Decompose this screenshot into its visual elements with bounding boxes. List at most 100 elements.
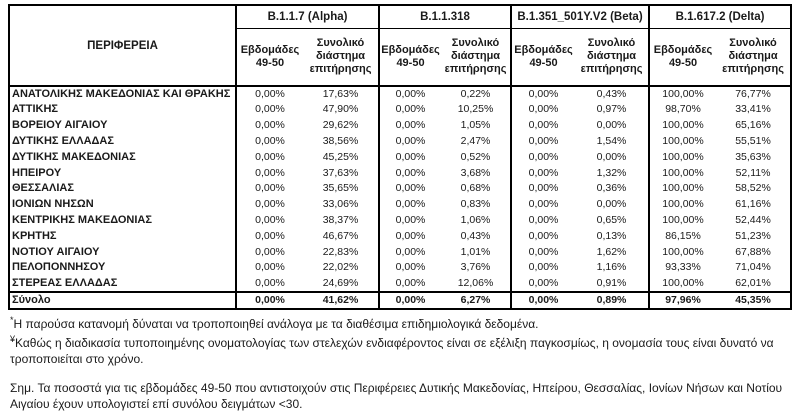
weeks-value-cell: 0,00%: [235, 102, 303, 118]
total-period-value-cell: 0,65%: [596, 213, 627, 226]
total-row: Σύνολο 0,00% 41,62% 0,00% 6,27% 0,00% 0,89% 97,…: [9, 291, 792, 309]
weeks-value-cell: 86,15%: [648, 228, 717, 245]
weeks-value-cell: 100,00%: [648, 117, 717, 134]
total-period-value-cell: 52,11%: [735, 166, 771, 179]
footnote-marker-yen: ¥: [10, 334, 16, 345]
table-body: ΑΝΑΤΟΛΙΚΗΣ ΜΑΚΕΔΟΝΙΑΣ ΚΑΙ ΘΡΑΚΗΣ 0,00% 17,…: [9, 86, 792, 309]
region-name: ΝΟΤΙΟΥ ΑΙΓΑΙΟΥ: [9, 244, 237, 260]
region-row: ΝΟΤΙΟΥ ΑΙΓΑΙΟΥ 0,00% 22,83% 0,00% 1,01% 0,00%…: [9, 244, 791, 260]
total-period-value-cell: 67,88%: [735, 245, 771, 258]
weeks-value-cell: 100,00%: [648, 196, 717, 213]
region-name: ΑΤΤΙΚΗΣ: [9, 102, 237, 118]
sample-size-note: Σημ. Τα ποσοστά για τις εβδομάδες 49-50 …: [10, 381, 783, 411]
weeks-value-cell: 0,00%: [235, 291, 303, 309]
weeks-value-cell: 0,00%: [378, 259, 442, 276]
region-name: ΘΕΣΣΑΛΙΑΣ: [9, 180, 237, 197]
region-row: ΠΕΛΟΠΟΝΝΗΣΟΥ 0,00% 22,02% 0,00% 3,76% 0,00% 1,…: [9, 259, 791, 276]
total-surveillance-period-header: Συνολικό διάστημα επιτήρησης: [441, 28, 512, 87]
weeks-value-cell: 0,00%: [510, 259, 576, 276]
total-period-value-cell: 3,76%: [460, 261, 491, 274]
weeks-value-cell: 0,00%: [510, 165, 576, 181]
subheader-row: Εβδομάδες 49-50 Συνολικό διάστημα επιτήρη…: [9, 28, 792, 87]
footnote-marker-asterisk: *: [10, 314, 14, 325]
region-name: ΗΠΕΙΡΟΥ: [9, 165, 237, 181]
total-period-value-cell: 6,27%: [460, 293, 491, 306]
total-period-value-cell: 76,77%: [735, 88, 771, 100]
total-period-value-cell: 46,67%: [322, 229, 359, 242]
region-row: ΙΟΝΙΩΝ ΝΗΣΩΝ 0,00% 33,06% 0,00% 0,83% 0,00% 0,…: [9, 196, 791, 213]
weeks-value-cell: 0,00%: [510, 180, 576, 197]
footnotes: *Η παρούσα κατανομή δύναται να τροποποιη…: [8, 310, 790, 412]
total-period-value-cell: 0,13%: [596, 229, 627, 242]
total-period-value-cell: 61,16%: [735, 198, 771, 211]
weeks-49-50-header: Εβδομάδες 49-50: [378, 28, 442, 87]
region-name: ΔΥΤΙΚΗΣ ΕΛΛΑΔΑΣ: [9, 133, 237, 150]
weeks-value-cell: 0,00%: [235, 228, 303, 245]
total-period-value-cell: 1,32%: [596, 166, 627, 179]
weeks-value-cell: 100,00%: [648, 244, 717, 260]
region-name: ΑΝΑΤΟΛΙΚΗΣ ΜΑΚΕΔΟΝΙΑΣ ΚΑΙ ΘΡΑΚΗΣ: [9, 86, 237, 102]
total-period-value-cell: 0,00%: [596, 150, 627, 163]
weeks-value-cell: 0,00%: [378, 165, 442, 181]
weeks-49-50-header: Εβδομάδες 49-50: [648, 28, 717, 87]
total-period-value-cell: 0,91%: [596, 276, 627, 289]
total-period-value-cell: 1,16%: [596, 261, 627, 274]
weeks-value-cell: 0,00%: [235, 133, 303, 150]
weeks-value-cell: 0,00%: [510, 196, 576, 213]
total-period-value-cell: 37,63%: [322, 166, 359, 179]
variant-distribution-table: ΠΕΡΙΦΕΡΕΙΑ B.1.1.7 (Alpha) B.1.1.318 B.1…: [8, 4, 793, 310]
region-row: ΚΡΗΤΗΣ 0,00% 46,67% 0,00% 0,43% 0,00% 0,13% 86,…: [9, 228, 791, 245]
weeks-value-cell: 0,00%: [510, 102, 576, 118]
weeks-value-cell: 100,00%: [648, 133, 717, 150]
total-period-value-cell: 0,36%: [596, 182, 627, 195]
weeks-value-cell: 0,00%: [510, 133, 576, 150]
region-row: ΑΝΑΤΟΛΙΚΗΣ ΜΑΚΕΔΟΝΙΑΣ ΚΑΙ ΘΡΑΚΗΣ 0,00% 17,…: [9, 86, 791, 102]
region-name: ΚΕΝΤΡΙΚΗΣ ΜΑΚΕΔΟΝΙΑΣ: [9, 212, 237, 229]
region-name: ΙΟΝΙΩΝ ΝΗΣΩΝ: [9, 196, 237, 213]
weeks-value-cell: 98,70%: [648, 102, 717, 118]
total-period-value-cell: 29,62%: [322, 119, 359, 132]
variant-header-row: ΠΕΡΙΦΕΡΕΙΑ B.1.1.7 (Alpha) B.1.1.318 B.1…: [9, 5, 792, 87]
total-period-value-cell: 38,56%: [322, 134, 359, 147]
weeks-value-cell: 0,00%: [235, 259, 303, 276]
total-period-value-cell: 33,06%: [322, 198, 359, 211]
total-period-value-cell: 0,52%: [460, 150, 491, 163]
weeks-value-cell: 0,00%: [378, 244, 442, 260]
total-period-value-cell: 3,68%: [460, 166, 491, 179]
total-period-value-cell: 22,02%: [322, 261, 359, 274]
weeks-value-cell: 0,00%: [378, 102, 442, 118]
variant-header-beta: B.1.351_501Y.V2 (Beta): [510, 5, 650, 29]
weeks-value-cell: 0,00%: [510, 149, 576, 166]
total-period-value-cell: 10,25%: [457, 103, 494, 116]
total-period-value-cell: 0,43%: [460, 229, 491, 242]
weeks-value-cell: 0,00%: [235, 244, 303, 260]
footnote-nomenclature: ¥Καθώς η διαδικασία τυποποιημένης ονοματ…: [10, 332, 788, 367]
weeks-value-cell: 0,00%: [378, 86, 442, 102]
weeks-value-cell: 0,00%: [378, 228, 442, 245]
total-period-value-cell: 52,44%: [735, 213, 771, 226]
weeks-value-cell: 0,00%: [378, 180, 442, 197]
weeks-value-cell: 97,96%: [648, 291, 717, 309]
total-period-value-cell: 38,37%: [322, 213, 359, 226]
total-period-value-cell: 65,16%: [735, 119, 771, 132]
region-row: ΔΥΤΙΚΗΣ ΜΑΚΕΔΟΝΙΑΣ 0,00% 45,25% 0,00% 0,52% 0…: [9, 149, 791, 166]
total-period-value-cell: 0,00%: [596, 119, 627, 132]
weeks-49-50-header: Εβδομάδες 49-50: [510, 28, 576, 87]
total-period-value-cell: 1,05%: [460, 119, 491, 132]
total-period-value-cell: 71,04%: [735, 261, 771, 274]
footnote-text: Καθώς η διαδικασία τυποποιημένης ονοματο…: [10, 336, 774, 366]
weeks-value-cell: 100,00%: [648, 86, 717, 102]
weeks-value-cell: 0,00%: [378, 291, 442, 309]
weeks-value-cell: 0,00%: [378, 149, 442, 166]
total-period-value-cell: 55,51%: [735, 134, 771, 147]
table-header: ΠΕΡΙΦΕΡΕΙΑ B.1.1.7 (Alpha) B.1.1.318 B.1…: [9, 5, 792, 87]
region-name: ΚΡΗΤΗΣ: [9, 228, 237, 245]
weeks-value-cell: 0,00%: [235, 117, 303, 134]
weeks-value-cell: 0,00%: [235, 165, 303, 181]
weeks-value-cell: 0,00%: [510, 117, 576, 134]
region-row: ΣΤΕΡΕΑΣ ΕΛΛΑΔΑΣ 0,00% 24,69% 0,00% 12,06% 0,0…: [9, 275, 791, 292]
total-period-value-cell: 1,01%: [460, 245, 491, 258]
total-period-value-cell: 0,83%: [460, 198, 491, 211]
weeks-value-cell: 0,00%: [510, 275, 576, 292]
total-period-value-cell: 45,25%: [322, 150, 359, 163]
